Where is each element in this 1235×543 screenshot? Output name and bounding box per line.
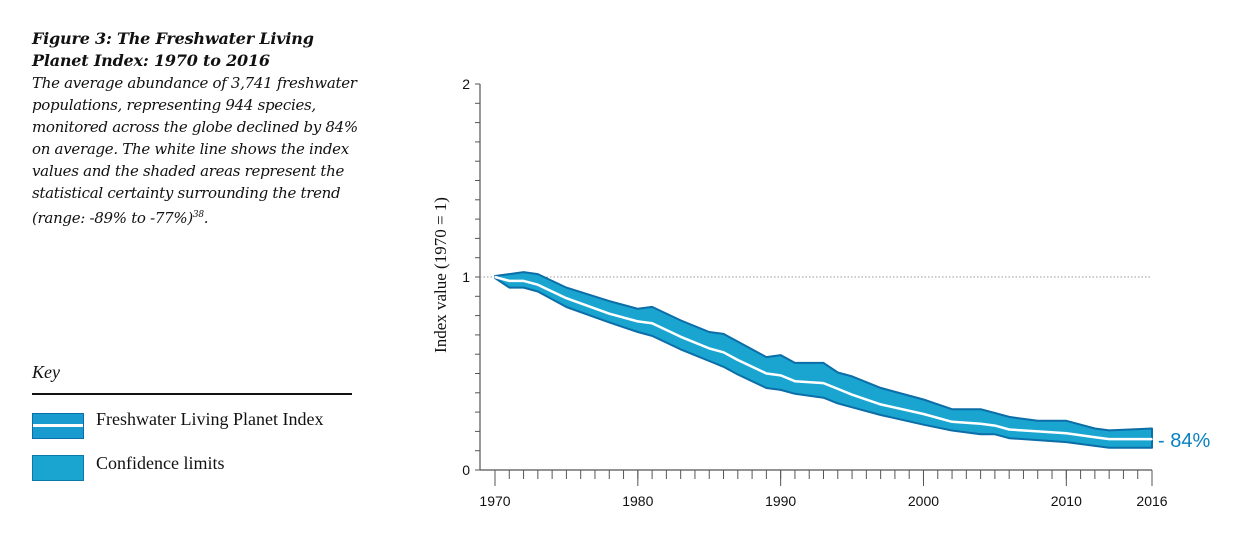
y-tick-label: 1 [462,269,470,285]
y-axis-title: Index value (1970 = 1) [431,197,450,353]
index-point [1108,438,1110,440]
index-point [508,280,511,282]
y-tick-label: 2 [462,76,470,92]
legend-label-index: Freshwater Living Planet Index [96,409,324,429]
index-point [1065,432,1068,435]
index-point [494,276,496,278]
index-point [651,322,653,325]
index-point [1151,438,1153,440]
key-title: Key [32,362,60,382]
figure-caption: Figure 3: The Freshwater Living Planet I… [32,28,362,229]
index-point [679,336,682,338]
x-tick-label: 2016 [1136,493,1167,509]
y-tick-label: 0 [462,462,470,478]
index-point [637,320,639,323]
index-point [1008,428,1010,431]
x-tick-label: 1970 [479,493,510,509]
index-point [608,312,611,315]
figure-description: The average abundance of 3,741 freshwate… [32,72,362,229]
description-text: The average abundance of 3,741 freshwate… [32,74,358,227]
index-point [851,393,853,396]
index-point [1036,430,1039,433]
footnote-ref: 38 [192,210,204,220]
x-tick-label: 2000 [908,493,939,509]
legend-key: Key Freshwater Living Planet Index Confi… [32,362,352,495]
legend-item-confidence: Confidence limits [32,453,352,481]
index-point [708,347,711,350]
index-point [537,283,539,286]
index-point [722,351,725,354]
index-point [794,380,796,383]
plot-area [480,271,1153,449]
key-divider [32,393,352,395]
x-tick-label: 1980 [622,493,653,509]
index-point [951,420,953,423]
end-annotation: - 84% [1158,430,1210,452]
confidence-band [494,271,1153,449]
index-point [1094,436,1096,438]
index-point [979,422,982,425]
index-point [836,388,839,390]
confidence-band-swatch [32,453,84,481]
index-point [765,372,768,375]
legend-item-index: Freshwater Living Planet Index [32,409,352,439]
index-line-swatch [32,409,84,439]
index-point [522,280,525,282]
description-end: . [203,209,209,227]
legend-label-confidence: Confidence limits [96,453,225,473]
index-point [922,413,925,415]
x-tick-label: 2010 [1051,493,1082,509]
x-tick-label: 1990 [765,493,796,509]
index-point [994,424,996,427]
figure-title: Figure 3: The Freshwater Living Planet I… [32,29,314,70]
index-point [779,374,782,377]
index-point [737,359,739,361]
index-point [879,403,882,406]
index-point [822,382,825,384]
index-point [565,297,568,300]
